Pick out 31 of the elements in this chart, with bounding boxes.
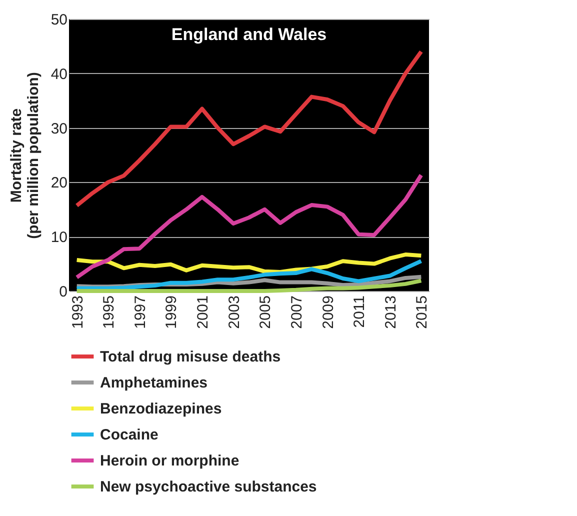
- x-tick-label: 2003: [226, 296, 243, 329]
- chart-title: England and Wales: [171, 25, 327, 44]
- legend-label: Total drug misuse deaths: [100, 348, 281, 366]
- x-tick-label: 2007: [288, 296, 306, 329]
- x-tick-label: 2009: [320, 296, 337, 329]
- legend-label: New psychoactive substances: [100, 478, 317, 496]
- legend-label: Cocaine: [100, 426, 158, 444]
- x-tick-label: 2015: [414, 296, 431, 329]
- x-tick-label: 2011: [351, 296, 368, 328]
- y-tick-label: 0: [59, 284, 68, 300]
- line-series: [74, 252, 424, 274]
- y-tick-label: 20: [50, 174, 68, 192]
- line-series: [74, 259, 424, 290]
- line-series: [74, 278, 424, 293]
- y-axis-title: Mortality rate (per million population): [8, 72, 42, 239]
- x-tick-label: 1993: [69, 296, 86, 329]
- line-series: [74, 50, 424, 208]
- x-tick-label: 2005: [257, 296, 274, 329]
- x-tick-label: 1999: [163, 296, 180, 329]
- legend-label: Amphetamines: [100, 374, 208, 392]
- legend-label: Heroin or morphine: [100, 452, 240, 470]
- y-tick-label: 30: [50, 120, 68, 138]
- y-tick-label: 50: [50, 12, 68, 28]
- legend-label: Benzodiazepines: [100, 400, 222, 418]
- line-series: [74, 173, 424, 280]
- x-tick-label: 2001: [194, 296, 212, 329]
- x-tick-label: 1995: [100, 296, 118, 329]
- y-tick-label: 10: [50, 229, 68, 246]
- x-tick-label: 2013: [382, 296, 400, 329]
- y-tick-label: 40: [50, 66, 68, 83]
- x-tick-label: 1997: [132, 296, 149, 329]
